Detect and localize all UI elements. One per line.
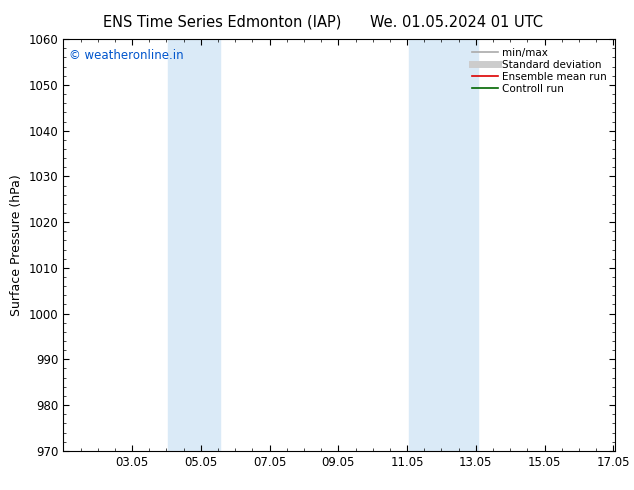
- Bar: [409, 39, 477, 451]
- Text: We. 01.05.2024 01 UTC: We. 01.05.2024 01 UTC: [370, 15, 543, 30]
- Legend: min/max, Standard deviation, Ensemble mean run, Controll run: min/max, Standard deviation, Ensemble me…: [469, 45, 610, 97]
- Text: © weatheronline.in: © weatheronline.in: [69, 49, 183, 63]
- Y-axis label: Surface Pressure (hPa): Surface Pressure (hPa): [10, 174, 23, 316]
- Text: ENS Time Series Edmonton (IAP): ENS Time Series Edmonton (IAP): [103, 15, 341, 30]
- Bar: [168, 39, 220, 451]
